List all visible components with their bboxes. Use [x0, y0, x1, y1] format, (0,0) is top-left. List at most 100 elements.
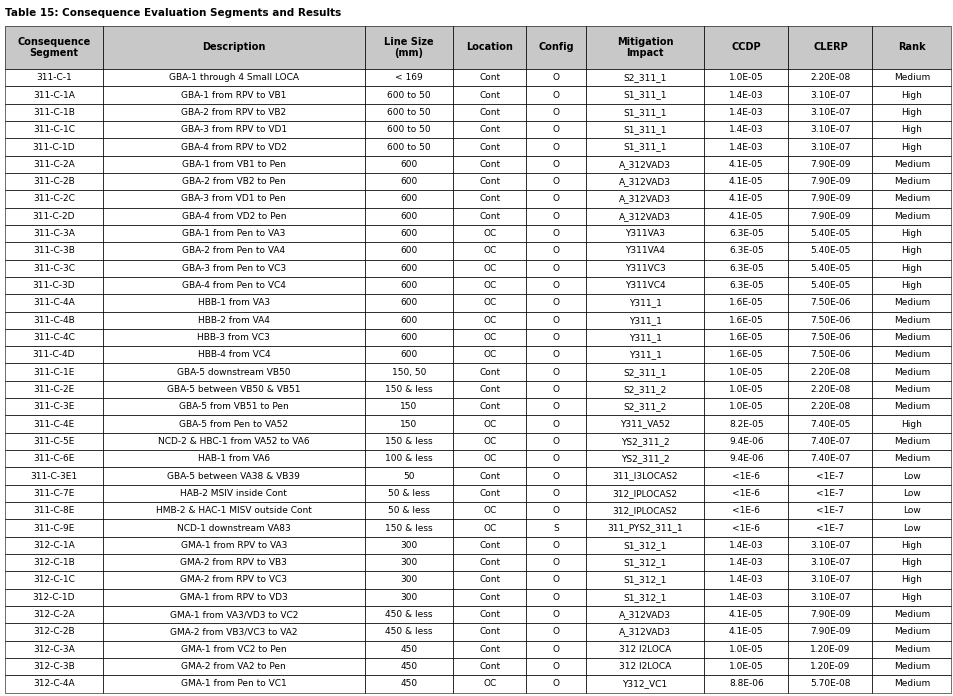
Text: 7.50E-06: 7.50E-06	[809, 316, 850, 325]
Text: 50 & less: 50 & less	[388, 506, 430, 515]
Text: 1.4E-03: 1.4E-03	[728, 125, 762, 134]
Text: S2_311_1: S2_311_1	[622, 367, 666, 377]
Text: HMB-2 & HAC-1 MISV outside Cont: HMB-2 & HAC-1 MISV outside Cont	[155, 506, 312, 515]
Text: Cont: Cont	[478, 73, 500, 82]
Text: Low: Low	[902, 472, 920, 480]
Text: 312-C-1D: 312-C-1D	[32, 593, 75, 602]
Text: O: O	[552, 454, 559, 464]
Text: 312_IPLOCAS2: 312_IPLOCAS2	[612, 489, 677, 498]
Text: Cont: Cont	[478, 143, 500, 152]
Text: OC: OC	[482, 437, 496, 446]
Text: O: O	[552, 506, 559, 515]
Text: <1E-7: <1E-7	[816, 472, 843, 480]
Text: 312-C-3A: 312-C-3A	[33, 644, 74, 654]
Text: 7.90E-09: 7.90E-09	[809, 212, 850, 221]
Text: Cont: Cont	[478, 125, 500, 134]
Text: CCDP: CCDP	[731, 42, 760, 52]
Text: S1_311_1: S1_311_1	[622, 125, 666, 134]
Text: Location: Location	[466, 42, 513, 52]
Text: 311-C-3E1: 311-C-3E1	[30, 472, 77, 480]
Text: O: O	[552, 143, 559, 152]
Text: 7.90E-09: 7.90E-09	[809, 177, 850, 186]
Text: 311-C-8E: 311-C-8E	[33, 506, 74, 515]
Text: 600: 600	[400, 350, 417, 359]
Text: O: O	[552, 402, 559, 411]
Text: O: O	[552, 350, 559, 359]
Text: Medium: Medium	[893, 454, 929, 464]
Text: O: O	[552, 385, 559, 394]
Text: O: O	[552, 679, 559, 688]
Text: GBA-5 from VB51 to Pen: GBA-5 from VB51 to Pen	[179, 402, 289, 411]
Text: 1.0E-05: 1.0E-05	[728, 402, 763, 411]
Text: O: O	[552, 610, 559, 619]
Text: 1.4E-03: 1.4E-03	[728, 541, 762, 550]
Text: Description: Description	[202, 42, 265, 52]
Text: Medium: Medium	[893, 73, 929, 82]
Text: 4.1E-05: 4.1E-05	[728, 194, 762, 203]
Text: Y311_1: Y311_1	[628, 299, 660, 308]
Text: Cont: Cont	[478, 472, 500, 480]
Text: Line Size
(mm): Line Size (mm)	[384, 37, 434, 58]
Text: GBA-4 from RPV to VD2: GBA-4 from RPV to VD2	[181, 143, 287, 152]
Text: 450 & less: 450 & less	[385, 610, 433, 619]
Text: Medium: Medium	[893, 316, 929, 325]
Text: 150: 150	[400, 420, 417, 429]
Text: Cont: Cont	[478, 177, 500, 186]
Text: 311-C-1A: 311-C-1A	[32, 90, 74, 100]
Text: O: O	[552, 73, 559, 82]
Text: Medium: Medium	[893, 367, 929, 377]
Text: Medium: Medium	[893, 679, 929, 688]
Text: 311-C-7E: 311-C-7E	[33, 489, 74, 498]
Text: Y311_1: Y311_1	[628, 316, 660, 325]
Text: 1.20E-09: 1.20E-09	[809, 662, 850, 671]
Text: HBB-3 from VC3: HBB-3 from VC3	[197, 333, 270, 342]
Text: 9.4E-06: 9.4E-06	[728, 454, 762, 464]
Text: Medium: Medium	[893, 385, 929, 394]
Text: Cont: Cont	[478, 194, 500, 203]
Text: <1E-6: <1E-6	[732, 506, 760, 515]
Text: A_312VAD3: A_312VAD3	[618, 194, 670, 203]
Text: Cont: Cont	[478, 541, 500, 550]
Text: 4.1E-05: 4.1E-05	[728, 160, 762, 169]
Text: 311-C-2B: 311-C-2B	[33, 177, 74, 186]
Text: O: O	[552, 246, 559, 255]
Text: 600: 600	[400, 281, 417, 290]
Text: S1_311_1: S1_311_1	[622, 90, 666, 100]
Text: Medium: Medium	[893, 627, 929, 636]
Text: 312-C-1C: 312-C-1C	[32, 576, 74, 585]
Text: GMA-2 from RPV to VC3: GMA-2 from RPV to VC3	[180, 576, 287, 585]
Text: S1_312_1: S1_312_1	[622, 558, 666, 567]
Text: Cont: Cont	[478, 610, 500, 619]
Text: High: High	[901, 264, 922, 273]
Text: O: O	[552, 627, 559, 636]
Text: GBA-3 from RPV to VD1: GBA-3 from RPV to VD1	[180, 125, 287, 134]
Text: 1.4E-03: 1.4E-03	[728, 558, 762, 567]
Text: S1_312_1: S1_312_1	[622, 541, 666, 550]
Text: 1.6E-05: 1.6E-05	[728, 299, 763, 308]
Text: 311-C-3E: 311-C-3E	[33, 402, 74, 411]
Text: 311-C-2E: 311-C-2E	[33, 385, 74, 394]
Text: Medium: Medium	[893, 194, 929, 203]
Text: A_312VAD3: A_312VAD3	[618, 160, 670, 169]
Text: Medium: Medium	[893, 644, 929, 654]
Text: 150 & less: 150 & less	[385, 523, 433, 532]
Text: 1.6E-05: 1.6E-05	[728, 316, 763, 325]
Text: Medium: Medium	[893, 160, 929, 169]
Text: 1.0E-05: 1.0E-05	[728, 73, 763, 82]
Text: Y311_VA52: Y311_VA52	[619, 420, 669, 429]
Text: 311-C-4C: 311-C-4C	[32, 333, 74, 342]
Text: High: High	[901, 90, 922, 100]
Text: S1_311_1: S1_311_1	[622, 108, 666, 117]
Text: 300: 300	[400, 558, 417, 567]
Text: Cont: Cont	[478, 558, 500, 567]
Text: 4.1E-05: 4.1E-05	[728, 177, 762, 186]
Text: 5.70E-08: 5.70E-08	[809, 679, 850, 688]
Text: High: High	[901, 246, 922, 255]
Text: 311-C-9E: 311-C-9E	[33, 523, 74, 532]
Text: O: O	[552, 420, 559, 429]
Text: O: O	[552, 194, 559, 203]
Text: OC: OC	[482, 299, 496, 308]
Text: 311-C-3B: 311-C-3B	[32, 246, 74, 255]
Text: GMA-2 from VB3/VC3 to VA2: GMA-2 from VB3/VC3 to VA2	[170, 627, 297, 636]
Text: Y311VC3: Y311VC3	[624, 264, 664, 273]
